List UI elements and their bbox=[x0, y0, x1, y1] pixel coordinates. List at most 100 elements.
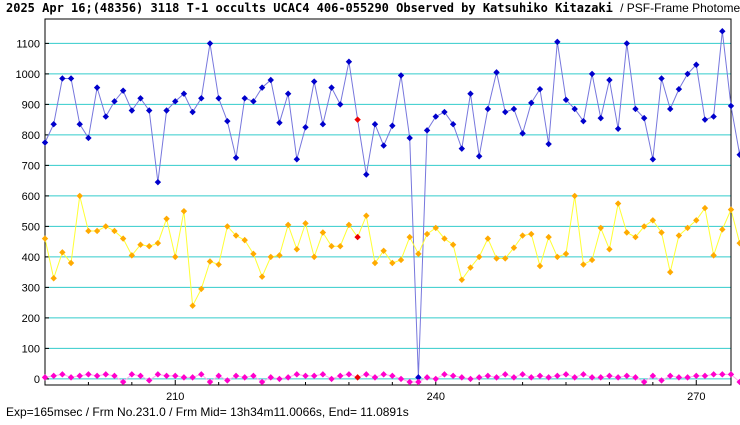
data-point bbox=[623, 372, 630, 380]
data-point bbox=[667, 372, 674, 380]
data-point bbox=[493, 255, 500, 262]
data-point bbox=[554, 38, 561, 46]
data-point bbox=[502, 255, 509, 262]
data-point bbox=[85, 134, 92, 142]
data-point bbox=[302, 220, 309, 227]
data-point bbox=[198, 95, 205, 102]
data-point bbox=[189, 374, 196, 381]
data-point bbox=[449, 121, 457, 128]
data-point bbox=[371, 374, 379, 381]
data-point bbox=[597, 114, 604, 122]
title-sub: / PSF-Frame Photometry / bbox=[620, 1, 740, 15]
data-point bbox=[406, 233, 413, 241]
data-point bbox=[554, 372, 561, 380]
y-tick-label: 600 bbox=[22, 191, 40, 203]
data-point bbox=[510, 244, 518, 251]
data-point bbox=[432, 113, 439, 120]
data-point bbox=[371, 121, 379, 128]
data-point bbox=[614, 125, 622, 132]
data-point bbox=[284, 221, 292, 229]
data-point bbox=[710, 252, 717, 259]
data-point bbox=[727, 206, 735, 213]
data-point bbox=[293, 156, 301, 163]
y-tick-label: 500 bbox=[22, 221, 40, 233]
data-point bbox=[502, 108, 509, 116]
data-point bbox=[310, 372, 318, 380]
data-point bbox=[154, 239, 162, 247]
data-point bbox=[85, 371, 92, 378]
data-point bbox=[76, 121, 83, 128]
data-point bbox=[59, 371, 66, 378]
data-point bbox=[614, 200, 622, 207]
data-point bbox=[59, 75, 66, 82]
data-point bbox=[597, 224, 604, 232]
data-point bbox=[163, 215, 170, 222]
data-point bbox=[528, 374, 535, 381]
data-point bbox=[536, 85, 544, 93]
y-tick-label: 1000 bbox=[16, 69, 40, 81]
data-point bbox=[76, 372, 83, 380]
data-point bbox=[345, 58, 353, 65]
data-point bbox=[267, 374, 274, 381]
data-point bbox=[111, 98, 118, 105]
x-tick-label: 240 bbox=[427, 391, 445, 403]
data-point bbox=[632, 374, 639, 381]
data-point bbox=[389, 372, 396, 380]
y-tick-label: 900 bbox=[22, 99, 40, 111]
data-point bbox=[215, 372, 222, 380]
data-point bbox=[232, 232, 240, 239]
data-point bbox=[606, 246, 613, 253]
title-main: 2025 Apr 16;(48356) 3118 T-1 occults UCA… bbox=[6, 1, 613, 15]
grid-lines bbox=[45, 42, 731, 380]
y-tick-label: 0 bbox=[34, 374, 40, 386]
data-point bbox=[467, 375, 474, 383]
x-axis-ticks: 210 240 270 bbox=[87, 380, 705, 403]
data-point bbox=[337, 101, 344, 108]
data-point bbox=[693, 217, 700, 224]
data-point bbox=[571, 192, 578, 200]
data-point bbox=[337, 372, 344, 380]
data-point bbox=[736, 151, 740, 158]
data-point bbox=[137, 241, 144, 248]
data-point bbox=[719, 226, 726, 233]
data-point bbox=[206, 258, 214, 265]
data-point bbox=[363, 212, 370, 219]
data-point bbox=[519, 371, 526, 378]
data-point bbox=[50, 121, 57, 128]
data-point bbox=[493, 69, 500, 76]
data-point bbox=[701, 372, 709, 380]
data-point bbox=[93, 84, 101, 91]
data-point bbox=[154, 371, 162, 378]
data-point bbox=[224, 117, 231, 125]
data-point bbox=[406, 134, 413, 142]
data-point bbox=[137, 372, 144, 380]
data-point bbox=[475, 253, 483, 261]
data-point bbox=[640, 223, 648, 230]
data-point bbox=[667, 268, 674, 276]
data-point bbox=[198, 285, 205, 293]
data-point bbox=[571, 374, 578, 381]
data-point bbox=[371, 259, 379, 267]
data-point bbox=[128, 371, 136, 378]
data-point bbox=[154, 178, 162, 186]
data-point bbox=[224, 223, 231, 230]
exposure-info: Exp=165msec / Frm No.231.0 / Frm Mid= 13… bbox=[6, 405, 409, 419]
data-point bbox=[458, 145, 466, 152]
data-point bbox=[658, 75, 665, 82]
data-point bbox=[137, 95, 144, 102]
data-point bbox=[363, 171, 370, 178]
data-point bbox=[310, 253, 318, 261]
data-point bbox=[667, 105, 674, 113]
data-point bbox=[727, 371, 735, 378]
data-point bbox=[189, 302, 196, 309]
data-point bbox=[119, 87, 127, 94]
data-point bbox=[293, 371, 301, 378]
data-point bbox=[467, 90, 474, 97]
data-point bbox=[389, 259, 396, 267]
data-point bbox=[458, 276, 466, 283]
data-point bbox=[328, 243, 335, 250]
y-tick-label: 700 bbox=[22, 160, 40, 172]
data-point bbox=[189, 108, 196, 116]
data-point bbox=[640, 378, 648, 386]
data-point bbox=[710, 371, 717, 378]
